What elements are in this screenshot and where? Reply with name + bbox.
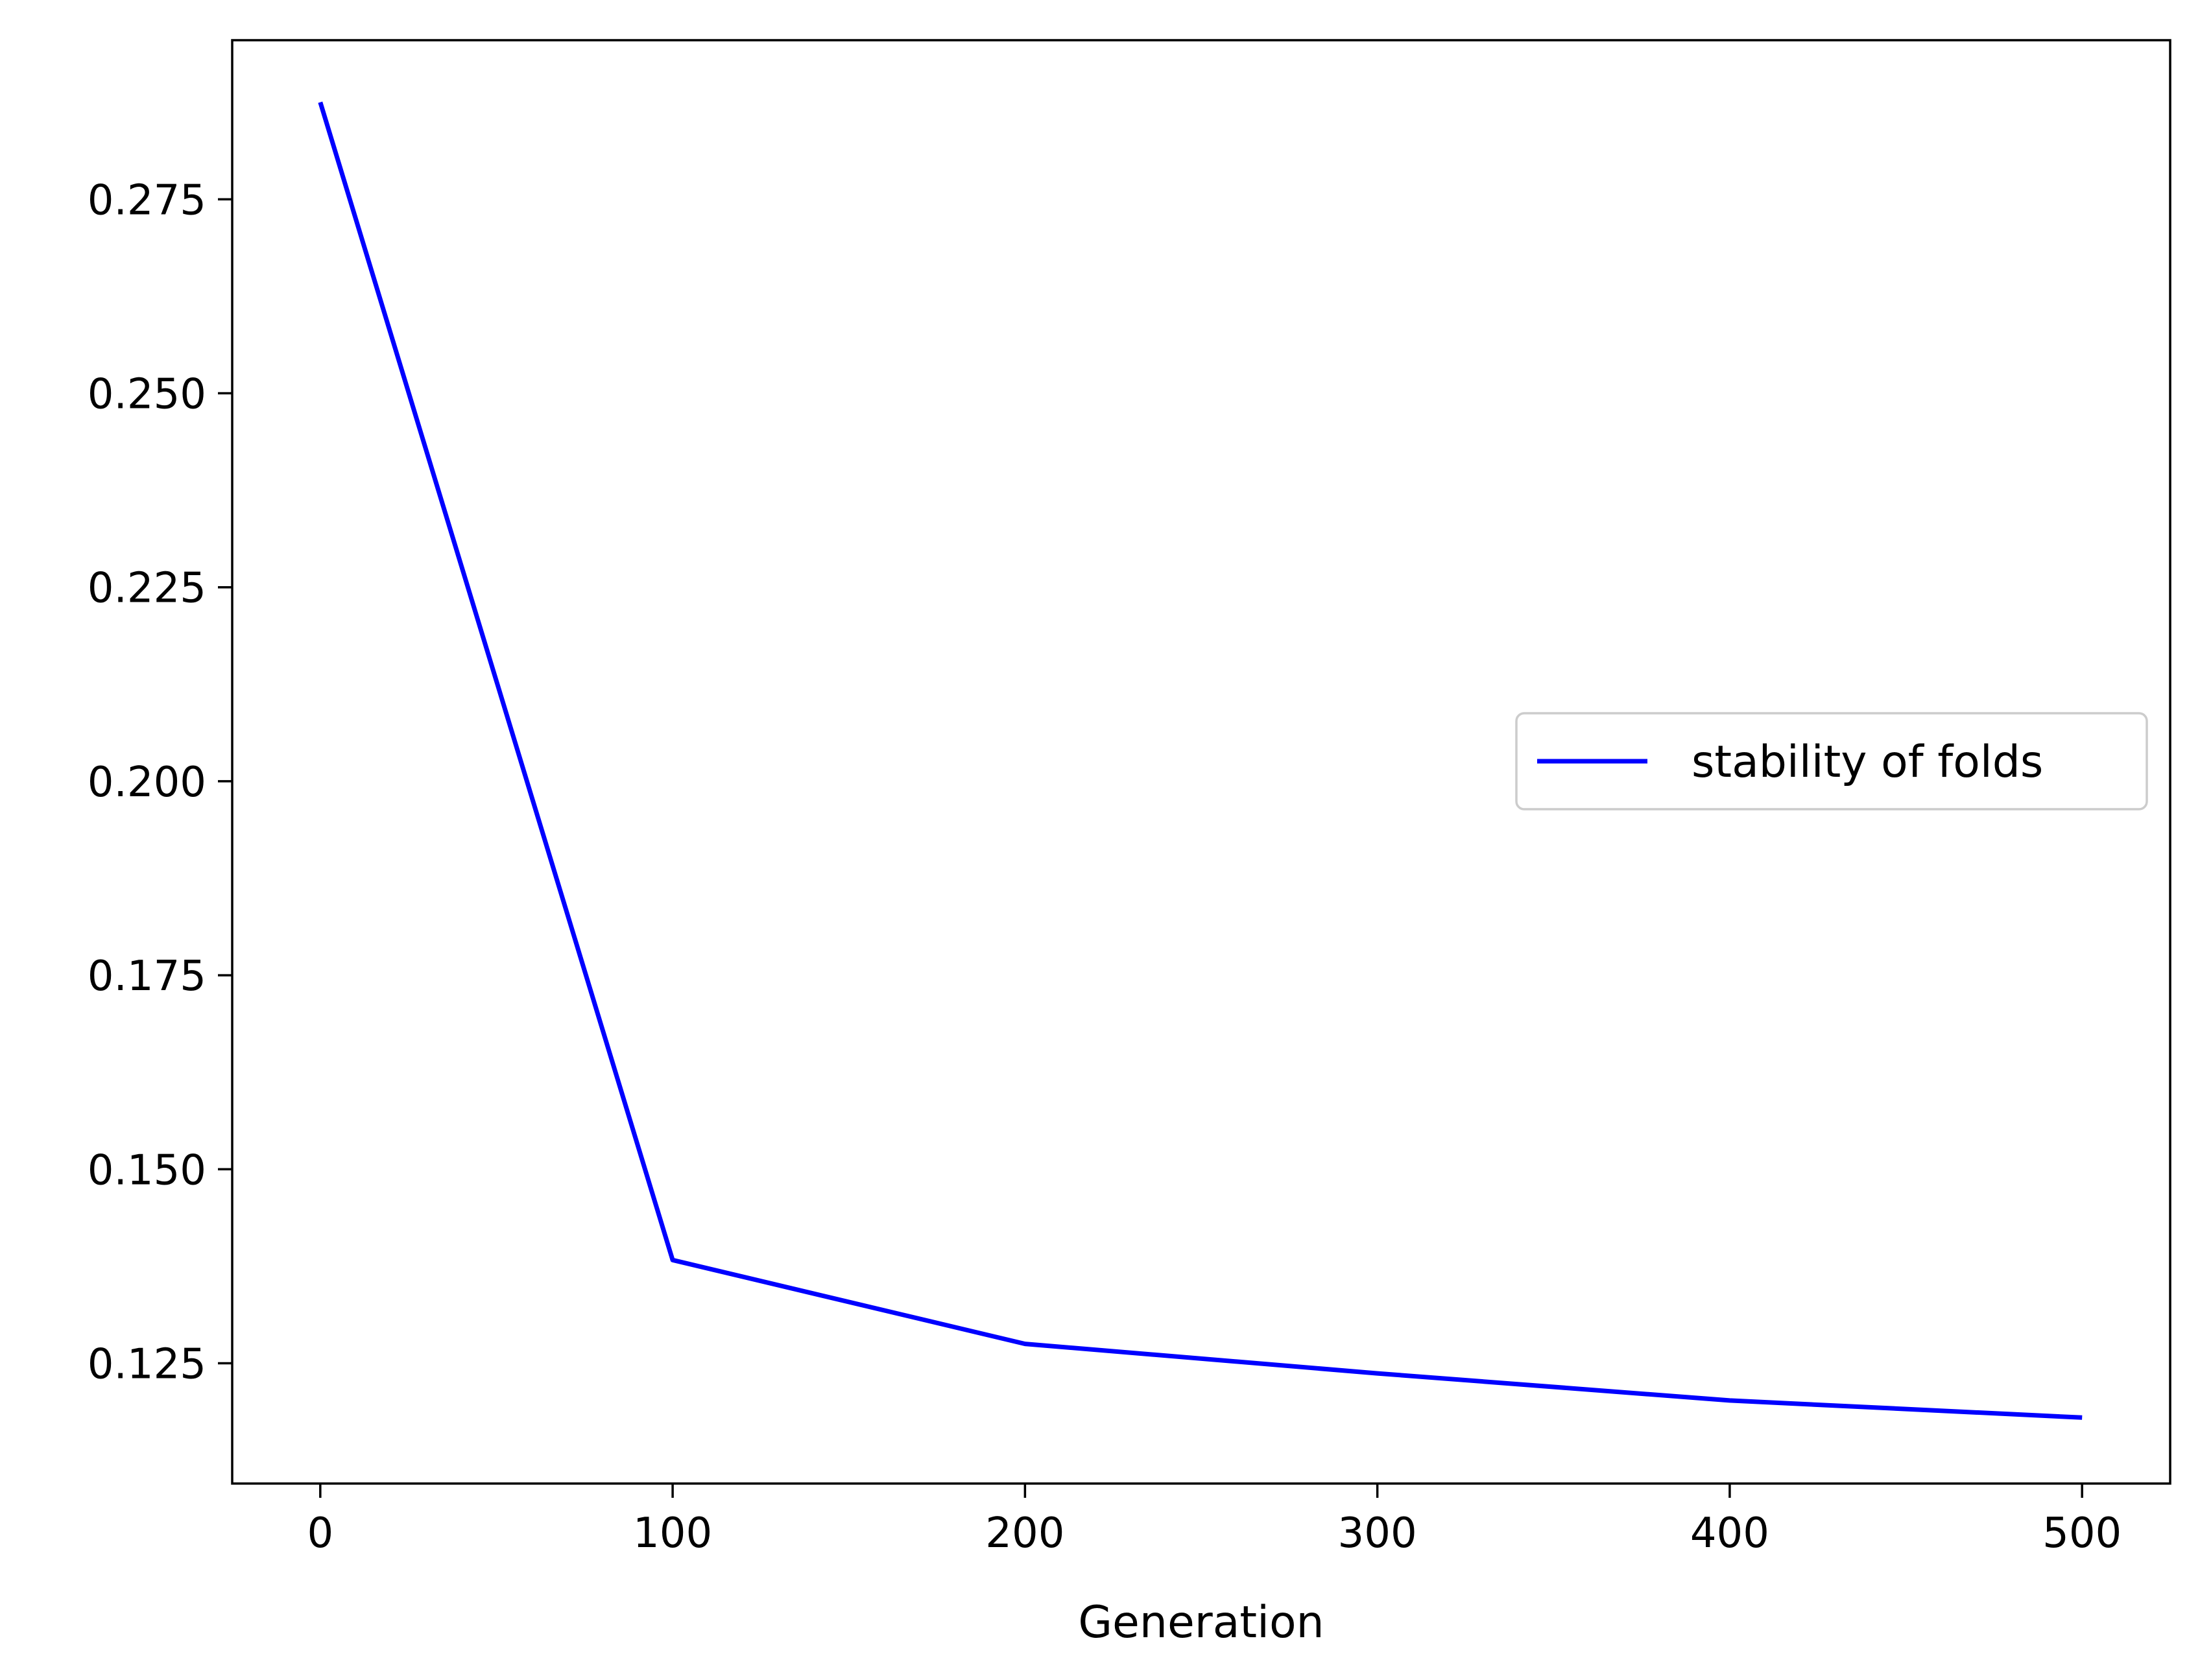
x-tick-label: 300 (1338, 1509, 1417, 1557)
y-tick-label: 0.200 (88, 759, 206, 807)
x-tick-label: 200 (985, 1509, 1064, 1557)
legend: stability of folds (1515, 712, 2148, 810)
y-tick-label: 0.125 (88, 1341, 206, 1389)
series-layer (318, 101, 2083, 1420)
y-tick-label: 0.150 (88, 1146, 206, 1194)
x-tick-label: 0 (307, 1509, 333, 1557)
series-line-0 (318, 101, 2083, 1420)
legend-box (1515, 712, 2148, 810)
y-axis-ticks: 0.125 0.150 0.175 0.200 0.225 0.250 0.275 (88, 176, 232, 1389)
x-axis-label: Generation (1078, 1597, 1324, 1648)
x-tick-label: 400 (1690, 1509, 1769, 1557)
y-tick-label: 0.250 (88, 371, 206, 419)
y-tick-label: 0.225 (88, 565, 206, 613)
x-tick-label: 500 (2042, 1509, 2122, 1557)
plot-frame (231, 39, 2171, 1485)
x-tick-label: 100 (633, 1509, 712, 1557)
plot-area (231, 39, 2171, 1485)
y-tick-label: 0.175 (88, 952, 206, 1000)
legend-label-0: stability of folds (1692, 737, 2043, 788)
x-axis-ticks: 0 100 200 300 400 500 (307, 1484, 2122, 1557)
y-tick-label: 0.275 (88, 176, 206, 224)
